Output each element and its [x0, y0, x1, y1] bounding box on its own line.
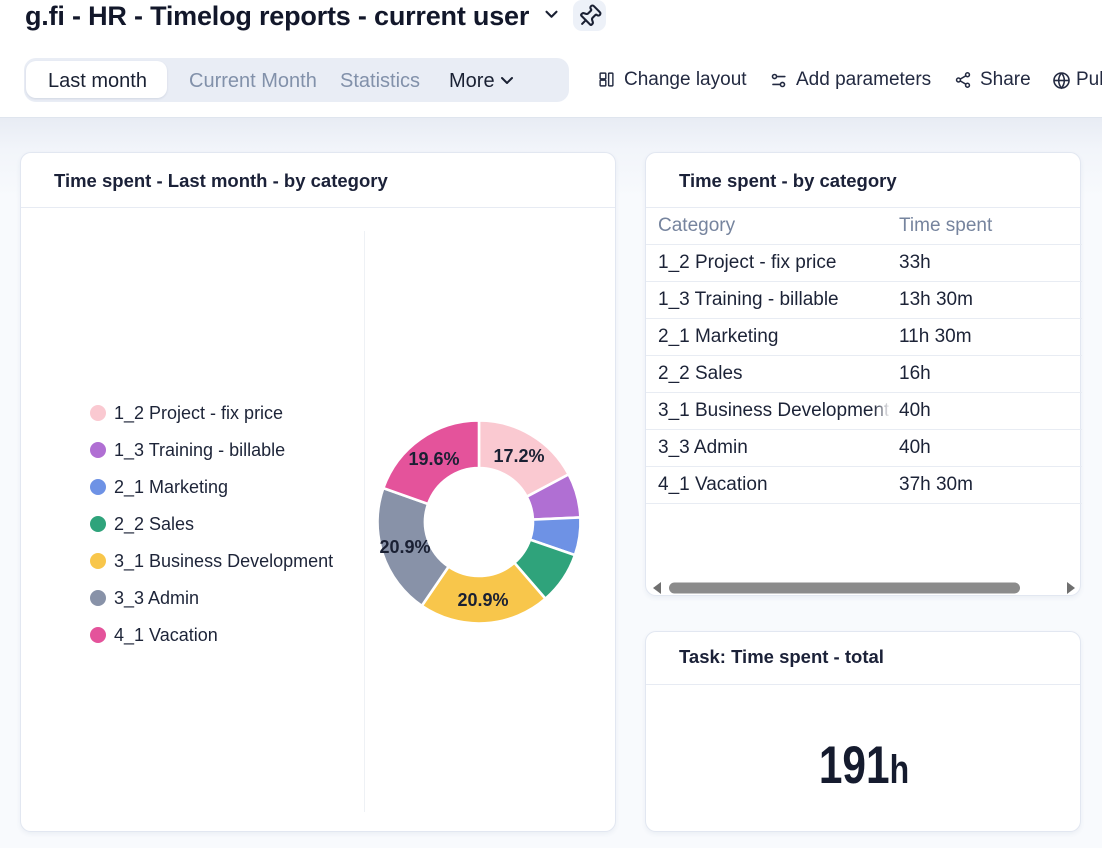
- svg-text:20.9%: 20.9%: [457, 590, 508, 610]
- svg-text:19.6%: 19.6%: [408, 449, 459, 469]
- svg-text:17.2%: 17.2%: [493, 446, 544, 466]
- svg-text:20.9%: 20.9%: [379, 537, 430, 557]
